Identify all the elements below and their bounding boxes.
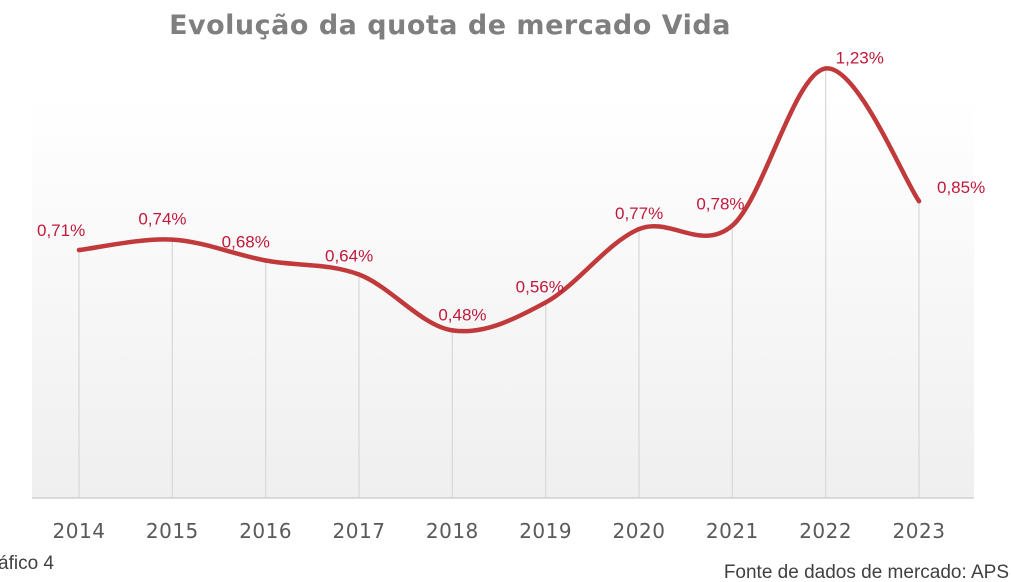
data-label-2022: 1,23%	[836, 48, 884, 67]
x-tick-2021: 2021	[706, 519, 759, 543]
data-label-2020: 0,77%	[615, 204, 663, 223]
x-tick-2019: 2019	[519, 519, 572, 543]
data-label-2015: 0,74%	[138, 210, 186, 229]
data-point-2018	[450, 328, 455, 333]
source-note: Fonte de dados de mercado: APS	[723, 562, 1009, 582]
figure-caption: áfico 4	[0, 553, 54, 574]
x-tick-2022: 2022	[799, 519, 852, 543]
data-label-2021: 0,78%	[696, 195, 744, 214]
x-tick-2014: 2014	[53, 519, 106, 543]
x-tick-2023: 2023	[893, 519, 946, 543]
x-tick-2016: 2016	[239, 519, 292, 543]
data-label-2016: 0,68%	[222, 233, 270, 252]
data-label-2019: 0,56%	[516, 277, 564, 296]
data-point-2015	[170, 237, 175, 242]
x-tick-2015: 2015	[146, 519, 199, 543]
x-tick-2020: 2020	[613, 519, 666, 543]
data-point-2016	[263, 258, 268, 263]
plot-area	[32, 96, 974, 498]
x-tick-2018: 2018	[426, 519, 479, 543]
data-point-2021	[730, 223, 735, 228]
data-label-2017: 0,64%	[325, 246, 373, 265]
data-label-2018: 0,48%	[438, 305, 486, 324]
data-label-2023: 0,85%	[937, 178, 985, 197]
data-point-2019	[543, 300, 548, 305]
data-point-2023	[916, 198, 922, 204]
data-point-2020	[636, 226, 642, 232]
data-point-2017	[356, 272, 362, 277]
data-label-2014: 0,71%	[37, 221, 85, 240]
data-point-2022	[823, 66, 828, 71]
chart-title: Evolução da quota de mercado Vida	[169, 10, 731, 41]
x-tick-2017: 2017	[333, 519, 386, 543]
data-point-2014	[76, 247, 82, 253]
